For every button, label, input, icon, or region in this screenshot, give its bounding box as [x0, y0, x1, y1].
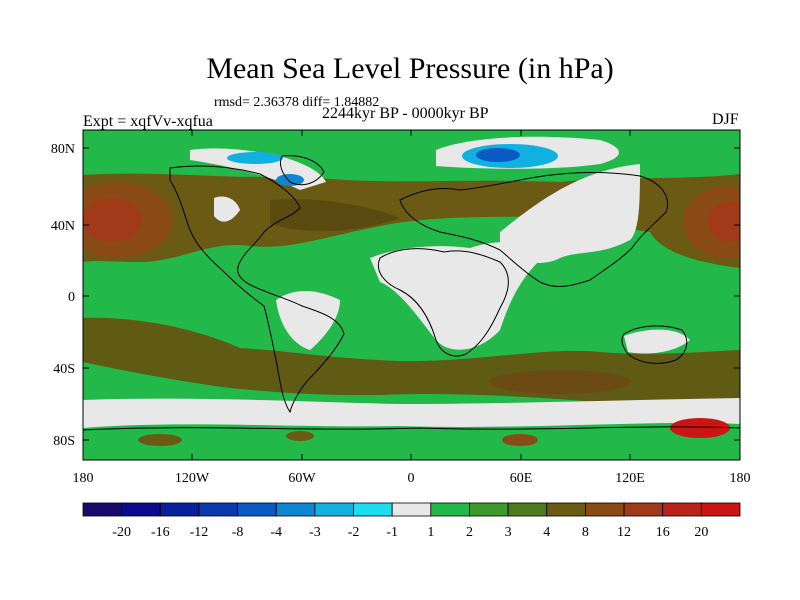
antarctic-brown-1	[138, 434, 182, 446]
colorbar-label: 4	[543, 525, 550, 540]
colorbar-swatch	[662, 502, 702, 517]
colorbar-label: -12	[190, 525, 209, 540]
colorbar-label: -8	[232, 525, 244, 540]
rmsd-diff-stats: rmsd= 2.36378 diff= 1.84882	[214, 95, 380, 110]
lat-tick-label: 40N	[51, 219, 75, 234]
colorbar-label: 1	[427, 525, 434, 540]
asia-grey	[500, 164, 640, 263]
colorbar-label: -3	[309, 525, 321, 540]
experiment-label: Expt = xqfVv-xqfua	[83, 113, 213, 130]
coastlines	[83, 155, 740, 431]
colorbar-label: 16	[656, 525, 670, 540]
antarctic-brown-3	[286, 431, 314, 441]
lon-tick-label: 60E	[510, 471, 533, 486]
lat-tick-label: 40S	[53, 362, 75, 377]
australia-grey	[624, 329, 690, 354]
antarctic-green	[83, 423, 740, 460]
colorbar-swatch	[159, 502, 200, 517]
colorbar-swatch	[314, 502, 354, 517]
colorbar-label: 20	[694, 525, 708, 540]
colorbar-swatch	[623, 502, 664, 517]
colorbar-label: 3	[505, 525, 512, 540]
lat-tick-label: 80N	[51, 142, 75, 157]
south-indian-core	[490, 370, 630, 394]
colorbar-swatch	[700, 502, 741, 517]
latitude-labels: 80N 40N 0 40S 80S	[51, 142, 75, 449]
pressure-field	[83, 130, 740, 460]
longitude-ticks	[82, 130, 741, 460]
colorbar-swatch	[391, 502, 432, 517]
americas-coast	[169, 165, 345, 414]
colorbar-labels: -20 -16 -12 -8 -4 -3 -2 -1 1 2 3 4 8 12 16 20	[112, 525, 708, 540]
colorbar-swatch	[198, 502, 238, 517]
antarctica-coast	[83, 426, 740, 431]
lon-tick-label: 120E	[615, 471, 645, 486]
longitude-labels: 180 120W 60W 0 60E 120E 180	[73, 471, 751, 486]
colorbar-label: -16	[151, 525, 170, 540]
colorbar-label: 8	[582, 525, 589, 540]
lon-tick-label: 180	[730, 471, 751, 486]
colorbar-label: -4	[270, 525, 282, 540]
colorbar-swatch	[121, 502, 161, 517]
period-label: 2244kyr BP - 0000kyr BP	[322, 105, 489, 122]
latitude-ticks	[83, 147, 740, 441]
lon-tick-label: 0	[408, 471, 415, 486]
arctic-blue-east-core	[476, 148, 520, 162]
colorbar-swatch	[546, 502, 586, 517]
colorbar-swatch	[507, 502, 548, 517]
colorbar-swatch	[275, 502, 316, 517]
north-atlantic-core	[270, 199, 400, 232]
colorbar-swatch	[82, 502, 123, 517]
north-pacific-core-west-inner	[83, 198, 142, 242]
africa-coast	[378, 248, 509, 357]
africa-grey	[370, 242, 540, 350]
arctic-blue-west	[227, 152, 283, 164]
colorbar-label: 12	[617, 525, 631, 540]
season-label: DJF	[712, 111, 739, 128]
arctic-blue-greenland	[276, 174, 304, 186]
colorbar-swatch	[430, 502, 470, 517]
colorbar-label: -2	[348, 525, 360, 540]
lon-tick-label: 60W	[288, 471, 316, 486]
antarctic-red-1	[670, 418, 730, 438]
australia-coast	[621, 325, 688, 364]
north-pacific-core-east-inner	[708, 202, 740, 242]
lon-tick-label: 120W	[175, 471, 210, 486]
colorbar-swatch	[585, 502, 625, 517]
greenland-coast	[279, 155, 325, 186]
colorbar	[82, 502, 741, 517]
colorbar-swatch	[469, 502, 509, 517]
lat-tick-label: 0	[68, 290, 75, 305]
colorbar-label: -20	[112, 525, 131, 540]
colorbar-swatch	[237, 502, 277, 517]
eurasia-coast	[399, 172, 668, 287]
lon-tick-label: 180	[73, 471, 94, 486]
colorbar-label: 2	[466, 525, 473, 540]
antarctic-brown-2	[502, 434, 538, 446]
south-america-grey	[276, 290, 340, 350]
colorbar-swatch	[353, 502, 393, 517]
lat-tick-label: 80S	[53, 434, 75, 449]
colorbar-label: -1	[386, 525, 398, 540]
north-america-grey	[214, 196, 240, 222]
map-title: Mean Sea Level Pressure (in hPa)	[206, 52, 614, 85]
